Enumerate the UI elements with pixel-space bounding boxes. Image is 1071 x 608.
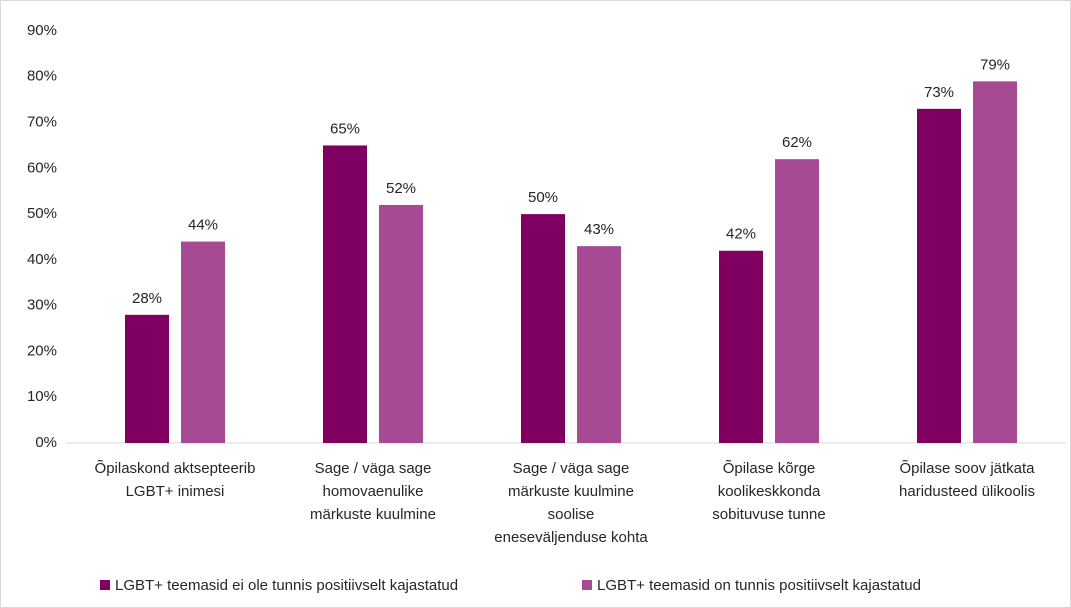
data-label: 50% [528,189,558,206]
bar [719,250,763,443]
x-tick-label: eneseväljenduse kohta [494,529,648,546]
x-tick-label: haridusteed ülikoolis [899,483,1035,500]
x-tick-label: homovaenulike [323,483,424,500]
y-tick-label: 0% [35,434,57,451]
data-label: 73% [924,84,954,101]
y-tick-label: 40% [27,251,57,268]
legend-swatch [582,580,592,590]
data-label: 65% [330,120,360,137]
bar [181,241,225,443]
bar [521,214,565,443]
data-label: 52% [386,180,416,197]
x-tick-label: Sage / väga sage [513,460,630,477]
x-tick-label: märkuste kuulmine [310,506,436,523]
y-tick-label: 90% [27,22,57,39]
y-tick-label: 20% [27,342,57,359]
bar [323,145,367,443]
x-tick-label: koolikeskkonda [718,483,821,500]
x-tick-label: sobituvuse tunne [712,506,825,523]
y-tick-label: 80% [27,68,57,85]
bar [973,81,1017,443]
data-label: 79% [980,56,1010,73]
bar [577,246,621,443]
x-tick-label: LGBT+ inimesi [126,483,225,500]
x-tick-label: soolise [548,506,595,523]
data-label: 62% [782,134,812,151]
bar [125,314,169,443]
legend-label: LGBT+ teemasid on tunnis positiivselt ka… [597,577,921,594]
y-tick-label: 10% [27,388,57,405]
data-label: 44% [188,217,218,234]
x-tick-label: Õpilaskond aktsepteerib [95,460,256,477]
x-tick-label: märkuste kuulmine [508,483,634,500]
bar [775,159,819,443]
y-tick-label: 70% [27,114,57,131]
data-label: 42% [726,226,756,243]
x-tick-label: Õpilase soov jätkata [899,460,1035,477]
legend-label: LGBT+ teemasid ei ole tunnis positiivsel… [115,577,458,594]
bar [379,204,423,443]
data-label: 28% [132,290,162,307]
bar [917,108,961,444]
y-tick-label: 50% [27,205,57,222]
y-tick-label: 60% [27,159,57,176]
y-tick-label: 30% [27,297,57,314]
data-label: 43% [584,221,614,238]
legend-swatch [100,580,110,590]
x-tick-label: Õpilase kõrge [723,460,816,477]
x-tick-label: Sage / väga sage [315,460,432,477]
